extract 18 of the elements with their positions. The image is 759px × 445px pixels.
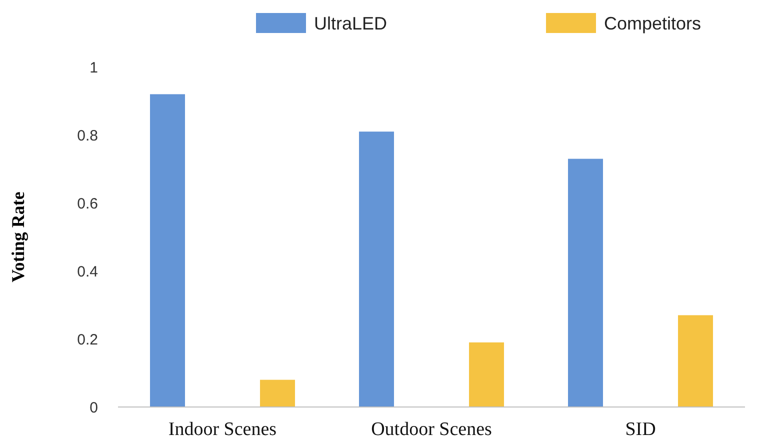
y-tick-label: 0.2 (77, 331, 98, 348)
x-tick-label: Outdoor Scenes (371, 419, 492, 440)
y-axis-title: Voting Rate (8, 192, 28, 282)
legend-label: UltraLED (314, 13, 388, 34)
y-tick-label: 0 (90, 399, 98, 416)
y-tick-label: 1 (90, 59, 98, 76)
x-tick-label: Indoor Scenes (168, 419, 277, 440)
legend-label: Competitors (604, 13, 702, 34)
x-tick-label: SID (625, 419, 656, 440)
bar (359, 132, 394, 407)
y-tick-label: 0.6 (77, 195, 98, 212)
y-tick-label: 0.8 (77, 127, 98, 144)
bar (150, 94, 185, 407)
bar (469, 342, 504, 407)
bar (678, 315, 713, 407)
y-tick-label: 0.4 (77, 263, 98, 280)
bar (260, 380, 295, 407)
bar (568, 158, 603, 407)
